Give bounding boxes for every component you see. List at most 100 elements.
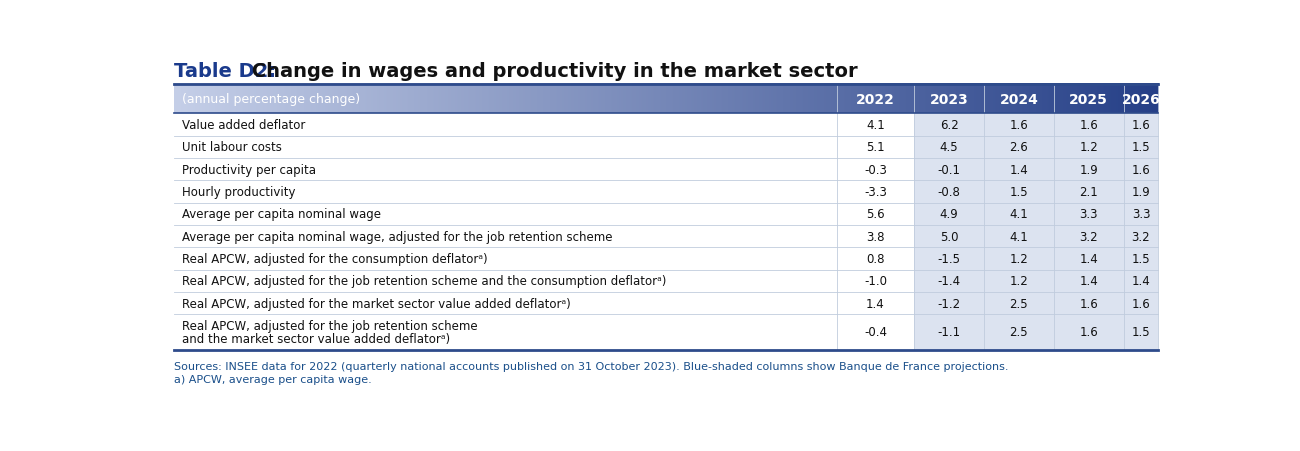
Text: 4.1: 4.1 [1010,208,1028,221]
Bar [1054,292,1123,315]
Bar [1054,226,1123,248]
Text: -1.1: -1.1 [937,326,961,339]
Text: 2026: 2026 [1122,92,1161,106]
Text: 1.5: 1.5 [1131,141,1150,154]
Text: 1.4: 1.4 [1079,253,1098,265]
Bar [174,181,837,203]
Bar [1123,292,1158,315]
Text: Real APCW, adjusted for the job retention scheme and the consumption deflatorᵃ): Real APCW, adjusted for the job retentio… [182,275,666,288]
Text: 2025: 2025 [1069,92,1108,106]
Text: 1.5: 1.5 [1131,253,1150,265]
Text: Average per capita nominal wage, adjusted for the job retention scheme: Average per capita nominal wage, adjuste… [182,230,612,243]
Bar [174,136,837,159]
Bar [1123,159,1158,181]
Text: 1.4: 1.4 [1131,275,1150,288]
Text: 2.5: 2.5 [1010,297,1028,310]
Text: 2022: 2022 [857,92,894,106]
Bar [174,292,837,315]
Bar [984,248,1054,270]
Text: -0.1: -0.1 [937,163,961,176]
Text: 5.0: 5.0 [940,230,958,243]
Bar [914,114,984,136]
Text: 1.2: 1.2 [1010,253,1028,265]
Bar [1054,114,1123,136]
Bar [1123,270,1158,292]
Bar [1054,270,1123,292]
Bar [1123,181,1158,203]
Text: 3.2: 3.2 [1131,230,1150,243]
Text: 3.3: 3.3 [1079,208,1098,221]
Bar [1123,203,1158,226]
Text: 4.5: 4.5 [940,141,958,154]
Text: 6.2: 6.2 [940,119,958,132]
Text: 1.9: 1.9 [1131,185,1150,198]
Bar [914,248,984,270]
Bar [914,181,984,203]
Text: -1.4: -1.4 [937,275,961,288]
Bar [984,292,1054,315]
Text: Sources: INSEE data for 2022 (quarterly national accounts published on 31 Octobe: Sources: INSEE data for 2022 (quarterly … [174,361,1009,372]
Text: (annual percentage change): (annual percentage change) [182,93,360,106]
Bar [837,226,914,248]
Text: 3.2: 3.2 [1079,230,1098,243]
Text: 2.5: 2.5 [1010,326,1028,339]
Text: Value added deflator: Value added deflator [182,119,306,132]
Bar [984,159,1054,181]
Text: 1.6: 1.6 [1010,119,1028,132]
Text: -3.3: -3.3 [864,185,887,198]
Bar [837,136,914,159]
Text: 0.8: 0.8 [866,253,885,265]
Text: a) APCW, average per capita wage.: a) APCW, average per capita wage. [174,374,372,384]
Text: Real APCW, adjusted for the job retention scheme: Real APCW, adjusted for the job retentio… [182,320,477,332]
Text: -1.5: -1.5 [937,253,961,265]
Text: 4.9: 4.9 [940,208,958,221]
Text: Average per capita nominal wage: Average per capita nominal wage [182,208,381,221]
Bar [1054,136,1123,159]
Text: 1.4: 1.4 [866,297,885,310]
Bar [174,114,837,136]
Bar [984,203,1054,226]
Bar [1054,248,1123,270]
Bar [174,270,837,292]
Bar [837,315,914,350]
Bar [1054,203,1123,226]
Bar [984,270,1054,292]
Bar [984,114,1054,136]
Text: 1.6: 1.6 [1131,163,1150,176]
Text: -0.8: -0.8 [937,185,961,198]
Bar [174,226,837,248]
Text: 1.2: 1.2 [1079,141,1098,154]
Bar [984,181,1054,203]
Text: 2.6: 2.6 [1010,141,1028,154]
Text: -1.0: -1.0 [864,275,887,288]
Bar [1123,248,1158,270]
Text: 5.6: 5.6 [866,208,885,221]
Text: 1.2: 1.2 [1010,275,1028,288]
Bar [914,136,984,159]
Bar [1123,114,1158,136]
Bar [984,226,1054,248]
Text: 5.1: 5.1 [866,141,885,154]
Bar [837,203,914,226]
Text: 1.9: 1.9 [1079,163,1098,176]
Text: 4.1: 4.1 [1010,230,1028,243]
Text: 1.5: 1.5 [1010,185,1028,198]
Text: 2024: 2024 [1000,92,1039,106]
Bar [914,226,984,248]
Bar [914,292,984,315]
Text: 1.4: 1.4 [1079,275,1098,288]
Bar [1123,315,1158,350]
Text: -1.2: -1.2 [937,297,961,310]
Text: 1.6: 1.6 [1079,119,1098,132]
Text: Hourly productivity: Hourly productivity [182,185,295,198]
Text: 1.6: 1.6 [1079,326,1098,339]
Bar [914,315,984,350]
Bar [1123,136,1158,159]
Text: 1.6: 1.6 [1131,297,1150,310]
Text: 1.4: 1.4 [1010,163,1028,176]
Text: Real APCW, adjusted for the consumption deflatorᵃ): Real APCW, adjusted for the consumption … [182,253,488,265]
Text: -0.4: -0.4 [864,326,887,339]
Bar [1054,181,1123,203]
Text: Real APCW, adjusted for the market sector value added deflatorᵃ): Real APCW, adjusted for the market secto… [182,297,571,310]
Text: 1.6: 1.6 [1079,297,1098,310]
